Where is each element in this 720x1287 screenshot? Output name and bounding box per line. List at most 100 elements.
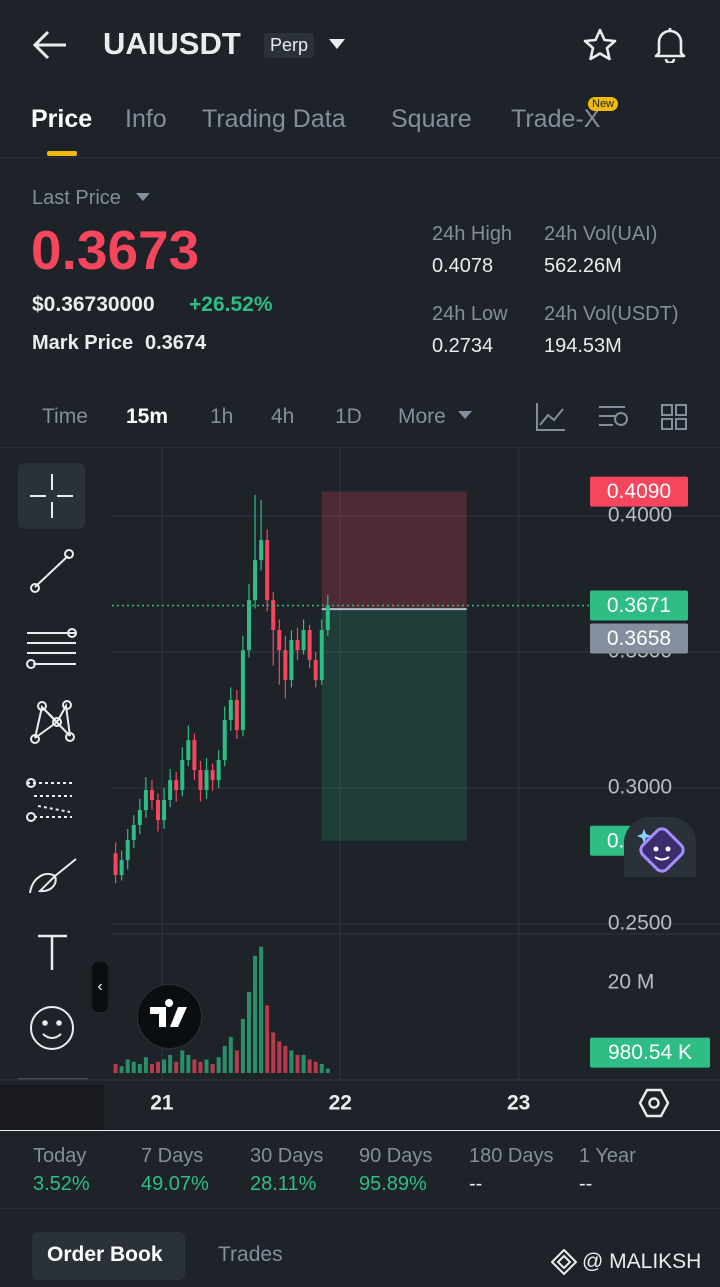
dropdown-caret (136, 193, 150, 201)
tab-trading-data[interactable]: Trading Data (202, 105, 346, 133)
period-label: 30 Days (250, 1145, 324, 1167)
stat-value: 194.53M (544, 335, 622, 357)
divider (0, 157, 720, 158)
tab-info[interactable]: Info (125, 105, 167, 133)
volume-bar (156, 1061, 161, 1073)
volume-bar (277, 1041, 282, 1073)
mark-price: 0.3674 (145, 332, 207, 354)
fib-tool[interactable] (27, 782, 72, 818)
chart-tools[interactable] (535, 401, 695, 433)
symbol-dropdown[interactable] (328, 38, 346, 50)
candle-body (119, 860, 124, 876)
brush-tool[interactable] (29, 858, 77, 894)
alert-bell[interactable] (652, 25, 688, 63)
symbol-title[interactable]: UAIUSDT (103, 26, 241, 61)
last-price-label[interactable]: Last Price (32, 187, 121, 209)
candle-body (253, 560, 258, 601)
volume-bar (143, 1057, 148, 1073)
back-button[interactable] (30, 28, 70, 62)
period-label: Today (33, 1145, 87, 1167)
candle-body (186, 740, 191, 761)
interval[interactable]: 1D (335, 405, 362, 428)
candle-body (210, 770, 215, 781)
candle-body (149, 789, 154, 801)
period-change: 28.11% (250, 1173, 317, 1195)
candle-body (216, 760, 221, 781)
volume-bar (307, 1059, 312, 1073)
tab-square[interactable]: Square (391, 105, 472, 133)
chart-settings[interactable] (637, 1086, 671, 1120)
volume-bar (228, 1036, 233, 1073)
volume-bar (168, 1054, 173, 1073)
candle-body (137, 810, 142, 826)
tab-indicator (47, 151, 77, 156)
volume-bar (216, 1057, 221, 1073)
price-tag: 0.4090 (590, 476, 688, 507)
stat-value: 0.4078 (432, 255, 494, 277)
stat-label: 24h High (432, 223, 513, 245)
watermark: @ MALIKSH (582, 1250, 702, 1273)
assistant-bot[interactable] (624, 815, 696, 877)
price-change: +26.52% (189, 293, 273, 316)
candle-body (228, 699, 233, 721)
candle-body (259, 540, 264, 561)
candle-body (180, 760, 185, 790)
tab-price[interactable]: Price (31, 105, 93, 133)
price-tag-label: 0.4090 (607, 480, 671, 503)
tab-order-book[interactable]: Order Book (47, 1243, 163, 1266)
y-tick-label: 0.2500 (608, 912, 672, 935)
text-tool[interactable] (38, 934, 67, 970)
candle-body (174, 780, 179, 790)
crosshair-tool[interactable] (18, 463, 85, 529)
tab-trade-x[interactable]: Trade-X (511, 105, 601, 133)
ruler-tool[interactable] (0, 1085, 104, 1130)
volume-bar (313, 1061, 318, 1073)
interval[interactable]: 1h (210, 405, 234, 428)
volume-bar (265, 1005, 270, 1073)
volume-bar (174, 1061, 179, 1073)
favorite-star[interactable] (582, 27, 618, 63)
candle-body (325, 605, 330, 631)
candle-body (192, 740, 197, 771)
volume-tag-box (590, 1037, 710, 1068)
divider (0, 447, 720, 448)
price-tag-box (590, 623, 688, 654)
tab-trades[interactable]: Trades (218, 1243, 283, 1266)
perp-badge: Perp (264, 33, 315, 58)
candle-body (113, 853, 118, 876)
period-change: -- (579, 1173, 593, 1195)
interval-more[interactable]: More (398, 405, 446, 428)
volume-bar (222, 1045, 227, 1073)
usd-price: $0.36730000 (32, 293, 155, 316)
volume-bar (131, 1061, 136, 1073)
period-change: 3.52% (33, 1173, 90, 1195)
tradingview-logo[interactable] (136, 983, 203, 1050)
volume-bar (319, 1063, 324, 1073)
stat-label: 24h Low (432, 303, 508, 325)
candle-body (319, 630, 324, 681)
position-stop-zone (321, 609, 467, 841)
volume-bar (325, 1068, 330, 1073)
period-change: 49.07% (141, 1173, 209, 1195)
line-tool[interactable] (34, 555, 69, 588)
interval[interactable]: 4h (271, 405, 295, 428)
collapse-toolbar[interactable]: ‹ (92, 962, 108, 1012)
volume-bar (271, 1032, 276, 1073)
watermark-logo (551, 1249, 577, 1275)
period-label: 7 Days (141, 1145, 204, 1167)
volume-bar (198, 1061, 203, 1073)
mark-price-label: Mark Price (32, 332, 134, 354)
price-tag-label: 0.3658 (607, 627, 671, 650)
volume-bar (253, 955, 258, 1073)
price-tag-box (590, 590, 688, 621)
volume-bar (234, 1050, 239, 1073)
interval[interactable]: Time (42, 405, 88, 428)
divider (0, 1208, 720, 1209)
emoji-tool[interactable] (30, 1006, 74, 1050)
interval-active[interactable]: 15m (126, 405, 169, 428)
parallel-tool[interactable] (27, 632, 76, 665)
divider (0, 1130, 720, 1131)
dropdown-caret (458, 411, 472, 419)
volume-tag-label: 980.54 K (608, 1041, 692, 1064)
